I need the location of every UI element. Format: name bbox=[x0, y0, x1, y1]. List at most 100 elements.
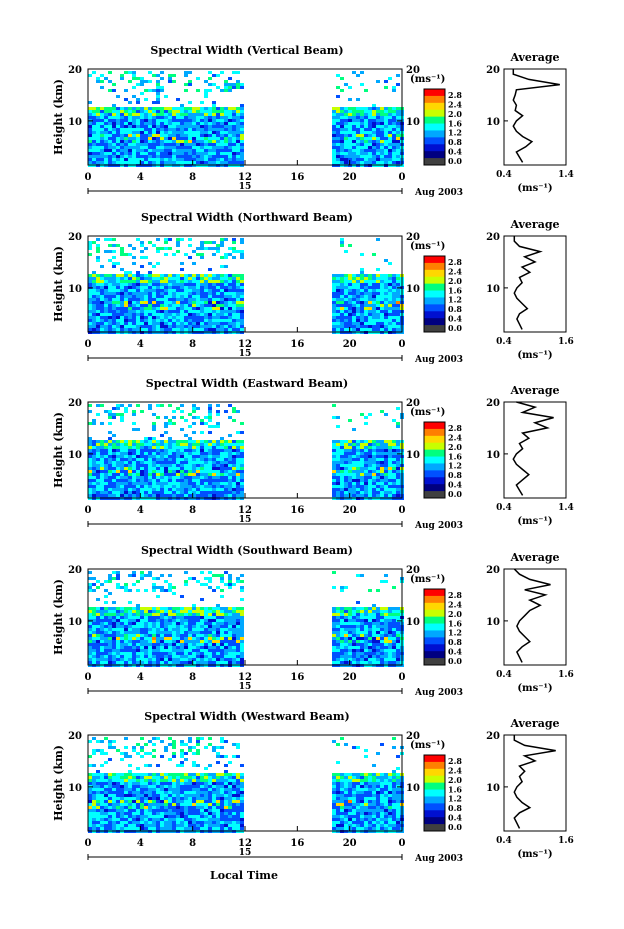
heatmap-cell bbox=[228, 313, 232, 316]
heatmap-cell bbox=[184, 149, 188, 152]
heatmap-cell bbox=[96, 259, 100, 262]
heatmap-cell bbox=[220, 577, 224, 580]
heatmap-cell bbox=[160, 491, 164, 494]
heatmap-cell bbox=[128, 482, 132, 485]
heatmap-cell bbox=[120, 616, 124, 619]
heatmap-cell bbox=[100, 616, 104, 619]
heatmap-cell bbox=[160, 625, 164, 628]
heatmap-cell bbox=[200, 295, 204, 298]
heatmap-cell bbox=[208, 416, 212, 419]
heatmap-cell bbox=[356, 128, 360, 131]
heatmap-cell bbox=[360, 122, 364, 125]
heatmap-cell bbox=[348, 283, 352, 286]
heatmap-cell bbox=[348, 295, 352, 298]
heatmap-cell bbox=[396, 125, 400, 128]
heatmap-cell bbox=[392, 619, 396, 622]
heatmap-cell bbox=[196, 295, 200, 298]
heatmap-cell bbox=[208, 307, 212, 310]
heatmap-cell bbox=[168, 277, 172, 280]
heatmap-cell bbox=[184, 155, 188, 158]
heatmap-cell bbox=[92, 304, 96, 307]
heatmap-cell bbox=[204, 619, 208, 622]
heatmap-cell bbox=[104, 295, 108, 298]
heatmap-cell bbox=[136, 467, 140, 470]
heatmap-cell bbox=[352, 494, 356, 497]
heatmap-cell bbox=[396, 140, 400, 143]
heatmap-cell bbox=[176, 125, 180, 128]
heatmap-cell bbox=[96, 110, 100, 113]
heatmap-cell bbox=[176, 316, 180, 319]
heatmap-cell bbox=[332, 494, 336, 497]
heatmap-cell bbox=[184, 461, 188, 464]
heatmap-cell bbox=[356, 476, 360, 479]
heatmap-cell bbox=[92, 116, 96, 119]
heatmap-cell bbox=[192, 488, 196, 491]
heatmap-cell bbox=[152, 319, 156, 322]
heatmap-cell bbox=[392, 86, 396, 89]
heatmap-cell bbox=[208, 89, 212, 92]
heatmap-cell bbox=[340, 467, 344, 470]
heatmap-cell bbox=[344, 301, 348, 304]
heatmap-cell bbox=[152, 283, 156, 286]
heatmap-cell bbox=[372, 646, 376, 649]
heatmap-cell bbox=[88, 253, 92, 256]
heatmap-cell bbox=[116, 464, 120, 467]
heatmap-cell bbox=[168, 494, 172, 497]
heatmap-cell bbox=[380, 643, 384, 646]
heatmap-cell bbox=[172, 146, 176, 149]
heatmap-cell bbox=[100, 316, 104, 319]
heatmap-cell bbox=[208, 316, 212, 319]
heatmap-cell bbox=[132, 482, 136, 485]
heatmap-cell bbox=[136, 149, 140, 152]
heatmap-cell bbox=[388, 491, 392, 494]
heatmap-cell bbox=[148, 241, 152, 244]
heatmap-cell bbox=[176, 485, 180, 488]
heatmap-cell bbox=[112, 625, 116, 628]
heatmap-cell bbox=[128, 652, 132, 655]
heatmap-cell bbox=[88, 247, 92, 250]
heatmap-cell bbox=[124, 322, 128, 325]
heatmap-cell bbox=[196, 292, 200, 295]
heatmap-cell bbox=[100, 86, 104, 89]
heatmap-cell bbox=[176, 158, 180, 161]
heatmap-cell bbox=[92, 319, 96, 322]
heatmap-cell bbox=[128, 158, 132, 161]
heatmap-cell bbox=[148, 458, 152, 461]
heatmap-cell bbox=[216, 128, 220, 131]
heatmap-cell bbox=[348, 319, 352, 322]
heatmap-cell bbox=[376, 646, 380, 649]
colorbar-swatch bbox=[424, 130, 445, 138]
heatmap-cell bbox=[224, 137, 228, 140]
heatmap-cell bbox=[152, 422, 156, 425]
x-tick-label: 16 bbox=[290, 339, 304, 350]
heatmap-cell bbox=[140, 313, 144, 316]
heatmap-cell bbox=[168, 74, 172, 77]
heatmap-cell bbox=[228, 476, 232, 479]
heatmap-cell bbox=[204, 92, 208, 95]
heatmap-cell bbox=[344, 610, 348, 613]
heatmap-cell bbox=[100, 449, 104, 452]
heatmap-cell bbox=[124, 280, 128, 283]
heatmap-cell bbox=[180, 128, 184, 131]
heatmap-cell bbox=[116, 640, 120, 643]
heatmap-cell bbox=[128, 494, 132, 497]
heatmap-cell bbox=[204, 607, 208, 610]
heatmap-cell bbox=[120, 116, 124, 119]
heatmap-cell bbox=[188, 107, 192, 110]
heatmap-cell bbox=[372, 146, 376, 149]
heatmap-cell bbox=[356, 110, 360, 113]
heatmap-cell bbox=[196, 161, 200, 164]
heatmap-cell bbox=[172, 280, 176, 283]
heatmap-cell bbox=[140, 325, 144, 328]
heatmap-cell bbox=[120, 250, 124, 253]
heatmap-cell bbox=[368, 485, 372, 488]
heatmap-cell bbox=[136, 98, 140, 101]
heatmap-cell bbox=[156, 625, 160, 628]
heatmap-cell bbox=[172, 470, 176, 473]
colorbar-tick-label: 2.0 bbox=[448, 442, 462, 452]
heatmap-cell bbox=[104, 325, 108, 328]
heatmap-cell bbox=[392, 628, 396, 631]
heatmap-cell bbox=[164, 328, 168, 331]
heatmap-cell bbox=[236, 83, 240, 86]
heatmap-cell bbox=[168, 452, 172, 455]
